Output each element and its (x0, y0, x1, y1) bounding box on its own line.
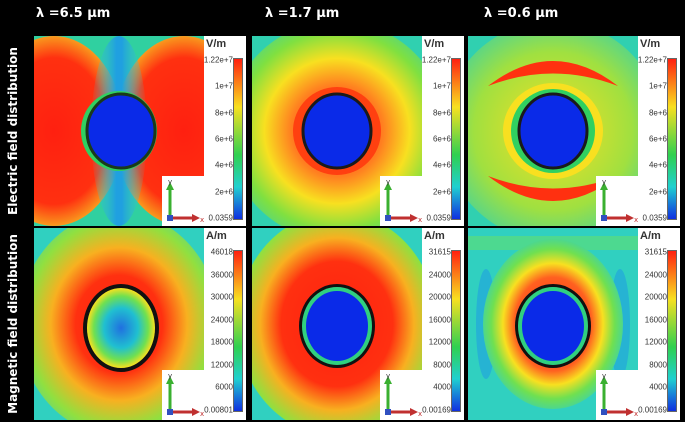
colorbar-ticks: 31615 24000 20000 16000 12000 8000 4000 0.00169 (418, 247, 451, 415)
colorbar-tick-label: 24000 (428, 270, 451, 280)
hfield-panel-0p6um: A/m 31615 24000 20000 16000 12000 8000 4000 0.0… (468, 228, 680, 420)
colorbar (233, 250, 243, 412)
wavelength-label-3: λ =0.6 µm (484, 6, 559, 21)
svg-text:y: y (386, 178, 390, 186)
field-map (252, 228, 422, 420)
colorbar-tick-label: 0.00801 (204, 405, 233, 415)
svg-text:x: x (634, 216, 638, 224)
colorbar-ticks: 1.22e+7 1e+7 8e+6 6e+6 4e+6 2e+6 0.0359 (200, 55, 233, 223)
wavelength-label-2: λ =1.7 µm (265, 6, 340, 21)
magnetic-field-label: Magnetic field distribution (6, 234, 20, 414)
colorbar-tick-label: 12000 (210, 360, 233, 370)
colorbar-tick-label: 16000 (644, 315, 667, 325)
svg-text:x: x (200, 216, 204, 224)
svg-text:y: y (168, 178, 172, 186)
colorbar-ticks: 46018 36000 30000 24000 18000 12000 6000 0.0080… (200, 247, 233, 415)
colorbar-tick-label: 0.00169 (638, 405, 667, 415)
colorbar-tick-label: 1e+7 (214, 81, 233, 91)
colorbar-tick-label: 12000 (644, 337, 667, 347)
colorbar-tick-label: 6e+6 (432, 134, 451, 144)
colorbar-tick-label: 24000 (644, 270, 667, 280)
colorbar-tick-label: 6000 (215, 382, 233, 392)
colorbar-ticks: 1.22e+7 1e+7 8e+6 6e+6 4e+6 2e+6 0.0359 (418, 55, 451, 223)
colorbar-tick-label: 16000 (428, 315, 451, 325)
electric-field-label: Electric field distribution (6, 47, 21, 215)
colorbar-ticks: 31615 24000 20000 16000 12000 8000 4000 0.00169 (634, 247, 667, 415)
colorbar (451, 250, 461, 412)
colorbar-tick-label: 4e+6 (432, 160, 451, 170)
svg-text:x: x (418, 410, 422, 418)
colorbar-tick-label: 24000 (210, 315, 233, 325)
unit-label: V/m (206, 38, 227, 50)
colorbar-tick-label: 31615 (644, 247, 667, 257)
unit-label: A/m (206, 230, 227, 242)
colorbar-tick-label: 8e+6 (648, 108, 667, 118)
colorbar-tick-label: 20000 (428, 292, 451, 302)
colorbar-tick-label: 4e+6 (648, 160, 667, 170)
field-map (468, 36, 638, 226)
colorbar-tick-label: 2e+6 (214, 187, 233, 197)
colorbar-tick-label: 36000 (210, 270, 233, 280)
colorbar-tick-label: 12000 (428, 337, 451, 347)
unit-label: A/m (424, 230, 445, 242)
colorbar-tick-label: 1.22e+7 (421, 55, 451, 65)
colorbar (667, 250, 677, 412)
svg-text:y: y (602, 372, 606, 380)
colorbar-ticks: 1.22e+7 1e+7 8e+6 6e+6 4e+6 2e+6 0.0359 (634, 55, 667, 223)
row-label-magnetic: Magnetic field distribution (0, 228, 26, 420)
colorbar-tick-label: 0.0359 (426, 213, 451, 223)
colorbar-tick-label: 0.00169 (422, 405, 451, 415)
colorbar-tick-label: 2e+6 (432, 187, 451, 197)
colorbar-tick-label: 8000 (649, 360, 667, 370)
row-label-electric: Electric field distribution (0, 36, 26, 226)
hfield-panel-1p7um: A/m 31615 24000 20000 16000 12000 8000 4000 0.0… (252, 228, 464, 420)
colorbar-tick-label: 6e+6 (214, 134, 233, 144)
colorbar-tick-label: 1.22e+7 (637, 55, 667, 65)
colorbar (233, 58, 243, 220)
colorbar-tick-label: 0.0359 (642, 213, 667, 223)
colorbar (451, 58, 461, 220)
field-map (468, 228, 638, 420)
colorbar-tick-label: 4000 (649, 382, 667, 392)
colorbar-tick-label: 20000 (644, 292, 667, 302)
colorbar-tick-label: 0.0359 (208, 213, 233, 223)
colorbar-tick-label: 30000 (210, 292, 233, 302)
hfield-panel-6p5um: A/m 46018 36000 30000 24000 18000 12000 6000 0.… (34, 228, 246, 420)
colorbar (667, 58, 677, 220)
unit-label: V/m (424, 38, 445, 50)
colorbar-tick-label: 4e+6 (214, 160, 233, 170)
colorbar-tick-label: 2e+6 (648, 187, 667, 197)
colorbar-tick-label: 8000 (433, 360, 451, 370)
colorbar-tick-label: 8e+6 (214, 108, 233, 118)
colorbar-tick-label: 4000 (433, 382, 451, 392)
wavelength-label-1: λ =6.5 µm (36, 6, 111, 21)
svg-text:x: x (200, 410, 204, 418)
colorbar-tick-label: 8e+6 (432, 108, 451, 118)
svg-text:y: y (386, 372, 390, 380)
colorbar-tick-label: 6e+6 (648, 134, 667, 144)
field-map (252, 36, 422, 226)
colorbar-tick-label: 18000 (210, 337, 233, 347)
svg-text:x: x (418, 216, 422, 224)
colorbar-tick-label: 46018 (210, 247, 233, 257)
svg-text:y: y (168, 372, 172, 380)
unit-label: A/m (640, 230, 661, 242)
colorbar-tick-label: 1.22e+7 (203, 55, 233, 65)
unit-label: V/m (640, 38, 661, 50)
svg-text:y: y (602, 178, 606, 186)
colorbar-tick-label: 1e+7 (432, 81, 451, 91)
colorbar-tick-label: 31615 (428, 247, 451, 257)
svg-text:x: x (634, 410, 638, 418)
colorbar-tick-label: 1e+7 (648, 81, 667, 91)
